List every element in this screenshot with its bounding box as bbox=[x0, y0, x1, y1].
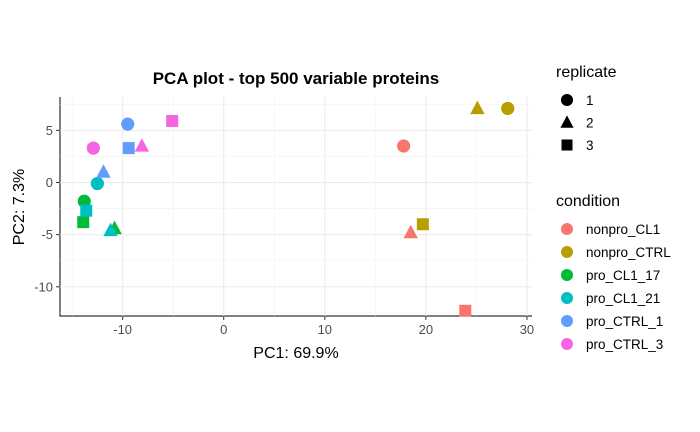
x-tick-label: 20 bbox=[419, 322, 433, 337]
grid-lines bbox=[60, 97, 532, 316]
legend-title-condition: condition bbox=[556, 193, 620, 210]
point-nonpro-cl1-rep3 bbox=[459, 304, 472, 317]
point-nonpro-cl1-rep2 bbox=[403, 224, 418, 239]
point-nonpro-ctrl-rep2 bbox=[470, 100, 485, 115]
legend-key-replicate-3 bbox=[561, 139, 573, 151]
legend-label-condition: nonpro_CTRL bbox=[586, 245, 671, 260]
legend-label-condition: pro_CTRL_1 bbox=[586, 314, 663, 329]
legend-key-replicate-1 bbox=[560, 93, 574, 107]
legend-label-condition: nonpro_CL1 bbox=[586, 222, 660, 237]
legend-key-condition-nonpro-ctrl bbox=[561, 246, 573, 258]
legend: replicate 1 2 3 condition nonpro_CL1 nonpro_CT… bbox=[556, 64, 671, 352]
x-tick-label: 0 bbox=[220, 322, 227, 337]
plot-panel bbox=[59, 97, 532, 317]
legend-label-condition: pro_CL1_21 bbox=[586, 291, 660, 306]
x-axis-title: PC1: 69.9% bbox=[253, 345, 338, 362]
point-pro-ctrl-3-rep2 bbox=[134, 138, 150, 152]
point-pro-cl1-21-rep1 bbox=[90, 176, 104, 191]
y-tick-label: -5 bbox=[41, 227, 53, 242]
legend-label-replicate: 2 bbox=[586, 116, 594, 131]
legend-label-condition: pro_CL1_17 bbox=[586, 268, 660, 283]
legend-label-replicate: 1 bbox=[586, 93, 594, 108]
plot-background bbox=[60, 97, 532, 316]
legend-key-replicate-2 bbox=[560, 115, 574, 128]
legend-label-replicate: 3 bbox=[586, 138, 594, 153]
legend-key-condition-pro-ctrl-1 bbox=[561, 315, 573, 327]
x-tick-label: -10 bbox=[113, 322, 132, 337]
point-nonpro-cl1-rep1 bbox=[397, 139, 411, 153]
point-pro-ctrl-3-rep3 bbox=[166, 114, 179, 127]
point-pro-cl1-17-rep1 bbox=[77, 194, 91, 208]
point-pro-cl1-21-rep2 bbox=[103, 222, 118, 237]
axis-ticks: -10 0 10 20 30 -10 -5 0 5 bbox=[34, 123, 534, 337]
point-pro-ctrl-1-rep3 bbox=[122, 142, 135, 155]
y-tick-label: 5 bbox=[46, 123, 53, 138]
legend-key-condition-pro-cl1-21 bbox=[561, 292, 573, 304]
y-tick-label: 0 bbox=[46, 175, 53, 190]
y-axis-title: PC2: 7.3% bbox=[11, 169, 28, 245]
data-points bbox=[77, 100, 515, 317]
x-tick-label: 10 bbox=[318, 322, 332, 337]
legend-key-condition-nonpro-cl1 bbox=[561, 223, 573, 235]
chart-title: PCA plot - top 500 variable proteins bbox=[153, 69, 440, 88]
point-nonpro-ctrl-rep3 bbox=[416, 218, 429, 231]
legend-key-condition-pro-ctrl-3 bbox=[561, 338, 573, 350]
point-nonpro-ctrl-rep1 bbox=[501, 101, 515, 116]
legend-title-replicate: replicate bbox=[556, 64, 617, 81]
point-pro-ctrl-1-rep1 bbox=[121, 117, 135, 131]
x-tick-label: 30 bbox=[520, 322, 534, 337]
legend-key-condition-pro-cl1-17 bbox=[561, 269, 573, 281]
point-pro-cl1-17-rep3 bbox=[77, 216, 90, 229]
legend-label-condition: pro_CTRL_3 bbox=[586, 337, 663, 352]
y-tick-label: -10 bbox=[34, 279, 53, 294]
point-pro-cl1-21-rep3 bbox=[80, 204, 93, 217]
point-pro-ctrl-3-rep1 bbox=[86, 141, 100, 155]
point-pro-ctrl-1-rep2 bbox=[96, 164, 111, 178]
